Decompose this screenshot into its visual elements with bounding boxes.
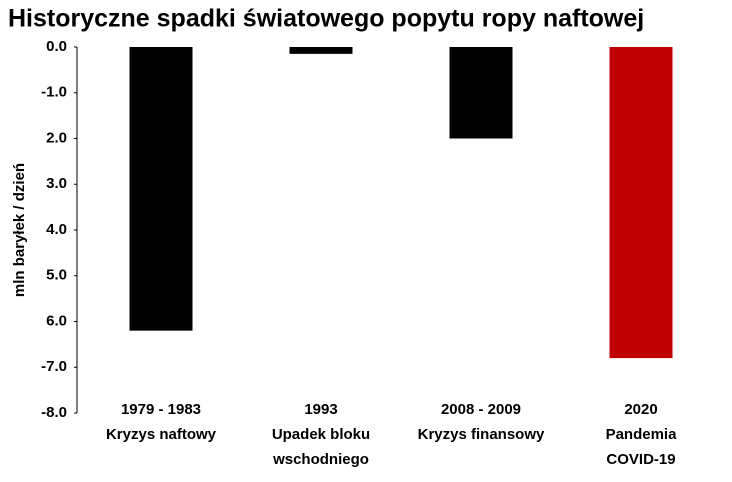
- x-tick-label: 1993: [304, 401, 337, 418]
- bar: [129, 47, 193, 331]
- bar: [609, 47, 673, 359]
- y-tick-label: 2.0: [46, 129, 67, 146]
- y-tick-label: 4.0: [46, 221, 67, 238]
- x-tick-label: Upadek bloku: [272, 426, 370, 443]
- x-tick-label: 1979 - 1983: [121, 401, 201, 418]
- y-tick-label: -8.0: [41, 404, 67, 421]
- bar: [449, 47, 513, 139]
- y-tick-label: 6.0: [46, 312, 67, 329]
- y-tick-label: -7.0: [41, 358, 67, 375]
- chart-title: Historyczne spadki światowego popytu rop…: [8, 5, 644, 33]
- x-tick-label: Kryzys naftowy: [106, 426, 217, 443]
- x-tick-label: 2008 - 2009: [441, 401, 521, 418]
- y-axis-label: mln baryłek / dzień: [11, 163, 28, 297]
- x-tick-label: Kryzys finansowy: [418, 426, 545, 443]
- bar: [289, 47, 353, 54]
- x-tick-label: 2020: [624, 401, 657, 418]
- y-tick-label: -1.0: [41, 84, 67, 101]
- y-tick-label: 3.0: [46, 175, 67, 192]
- x-tick-label: Pandemia: [606, 426, 678, 443]
- x-tick-label: COVID-19: [606, 451, 675, 468]
- y-tick-label: 0.0: [46, 38, 67, 55]
- y-tick-label: 5.0: [46, 267, 67, 284]
- x-tick-label: wschodniego: [272, 451, 369, 468]
